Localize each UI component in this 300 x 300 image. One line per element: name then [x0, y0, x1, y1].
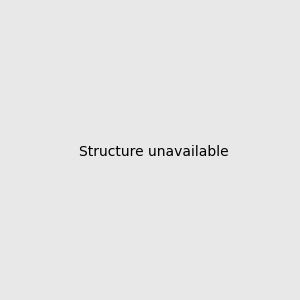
Text: Structure unavailable: Structure unavailable	[79, 145, 229, 158]
